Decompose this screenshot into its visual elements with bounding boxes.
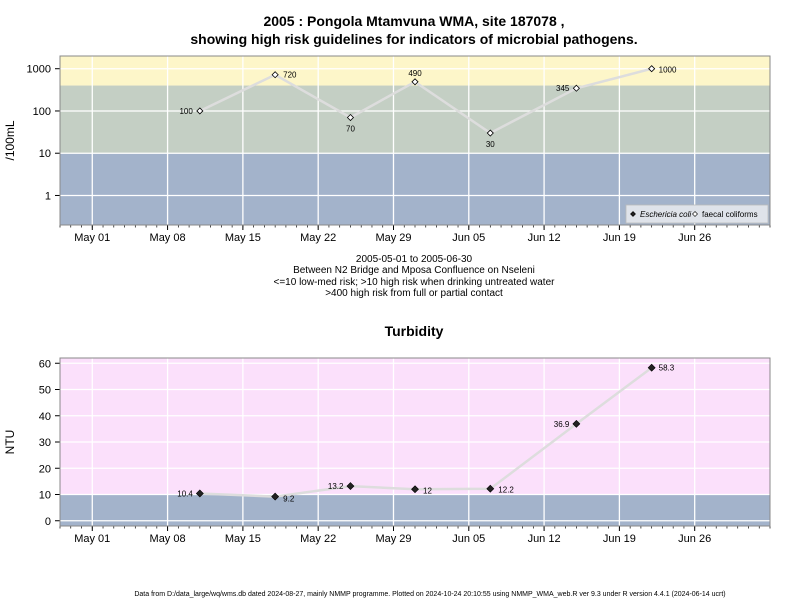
data-label: 12.2 — [498, 486, 514, 495]
x-tick-label: May 22 — [300, 232, 336, 244]
data-label: 70 — [346, 125, 355, 134]
data-label: 58.3 — [659, 364, 675, 373]
x-tick-label: May 29 — [375, 533, 411, 545]
legend-label: Eschericia coli — [640, 210, 691, 219]
data-point — [572, 84, 580, 92]
note-contact-risk: >400 high risk from full or partial cont… — [325, 288, 503, 299]
turbidity-title: Turbidity — [385, 323, 444, 339]
x-tick-label: Jun 26 — [678, 533, 711, 545]
note-drinking-risk: <=10 low-med risk; >10 high risk when dr… — [274, 277, 556, 288]
y-tick-label: 50 — [39, 385, 51, 397]
y-tick-label: 100 — [33, 106, 51, 118]
x-tick-label: May 08 — [150, 232, 186, 244]
x-tick-label: May 29 — [375, 232, 411, 244]
data-point — [486, 484, 495, 493]
data-point — [346, 113, 355, 122]
y-tick-label: 20 — [39, 463, 51, 475]
y-tick-label: 0 — [45, 516, 51, 528]
data-label: 36.9 — [554, 420, 570, 429]
data-point — [486, 129, 494, 137]
x-tick-label: May 08 — [150, 533, 186, 545]
data-point — [196, 107, 204, 115]
footer-note: Data from D:/data_large/wq/wms.db dated … — [134, 591, 725, 598]
x-tick-label: May 01 — [74, 232, 110, 244]
legend-marker — [630, 211, 636, 217]
data-label: 345 — [556, 84, 570, 93]
data-point — [572, 419, 581, 428]
data-point — [346, 482, 355, 491]
y-tick-label: 30 — [39, 437, 51, 449]
legend-label: faecal coliforms — [702, 210, 758, 219]
y-tick-label: 40 — [39, 411, 51, 423]
data-label: 12 — [423, 486, 432, 495]
data-point — [411, 78, 419, 86]
data-label: 13.2 — [328, 482, 344, 491]
x-tick-label: May 01 — [74, 533, 110, 545]
data-point — [271, 71, 279, 79]
data-label: 720 — [283, 71, 297, 80]
data-point — [195, 489, 204, 498]
data-point — [411, 485, 419, 494]
y-tick-label: 10 — [39, 148, 51, 160]
microbial-panel: May 01 May 08 May 15 May 22 May 29 Jun 05 Jun … — [3, 55, 771, 244]
x-tick-label: Jun 26 — [678, 232, 711, 244]
data-point — [648, 65, 656, 73]
data-point — [647, 363, 656, 372]
data-point — [271, 492, 280, 501]
x-tick-label: Jun 12 — [528, 232, 561, 244]
x-tick-label: Jun 05 — [452, 232, 485, 244]
data-label: 9.2 — [283, 495, 295, 504]
legend-marker — [692, 211, 698, 217]
x-tick-label: Jun 12 — [528, 533, 561, 545]
data-label: 30 — [486, 140, 495, 149]
data-label: 1000 — [659, 66, 677, 75]
data-label: 10.4 — [177, 489, 193, 498]
x-tick-label: Jun 19 — [603, 232, 636, 244]
chart-title-line-1: 2005 : Pongola Mtamvuna WMA, site 187078… — [263, 13, 564, 29]
x-tick-label: May 15 — [225, 232, 261, 244]
y-tick-label: 10 — [39, 490, 51, 502]
y-axis-label: /100mL — [3, 120, 17, 160]
risk-band-1 — [60, 358, 770, 495]
data-label: 490 — [408, 69, 422, 78]
y-tick-label: 1000 — [27, 64, 51, 76]
data-label: 100 — [179, 107, 193, 116]
x-tick-label: Jun 19 — [603, 533, 636, 545]
risk-band-1 — [60, 85, 770, 154]
turbidity-panel: May 01 May 08 May 15 May 22 May 29 Jun 05 Jun … — [3, 357, 771, 545]
x-tick-label: Jun 05 — [452, 533, 485, 545]
y-axis-label: NTU — [3, 430, 17, 455]
chart-title-line-2: showing high risk guidelines for indicat… — [190, 31, 637, 47]
x-tick-label: May 22 — [300, 533, 336, 545]
note-date-range: 2005-05-01 to 2005-06-30 — [356, 254, 473, 265]
x-tick-label: May 15 — [225, 533, 261, 545]
y-tick-label: 60 — [39, 358, 51, 370]
note-site-description: Between N2 Bridge and Mposa Confluence o… — [293, 265, 535, 276]
y-tick-label: 1 — [45, 190, 51, 202]
plot-frame — [59, 55, 771, 226]
plot-frame — [59, 357, 771, 527]
